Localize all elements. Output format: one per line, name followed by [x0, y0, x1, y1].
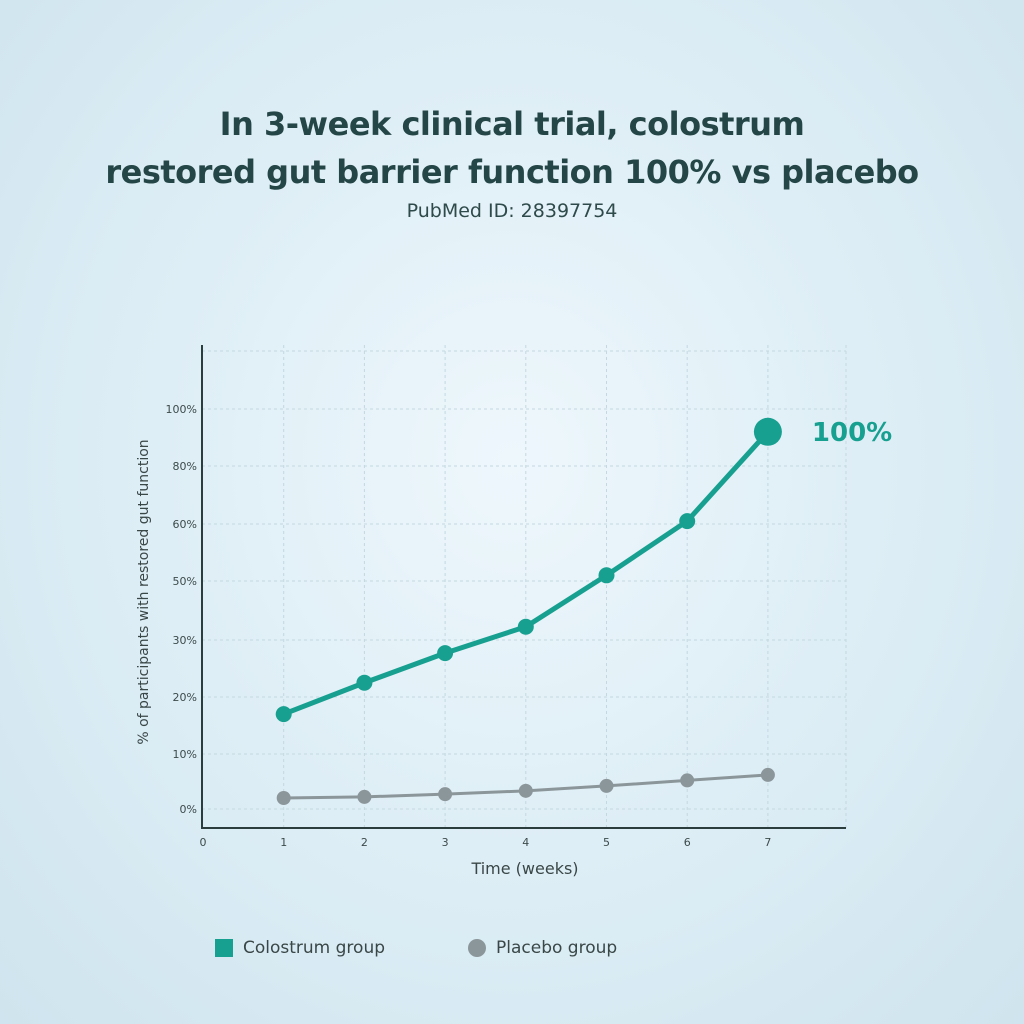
title-line-1: In 3-week clinical trial, colostrum: [219, 105, 805, 143]
x-tick-label: 1: [280, 836, 287, 849]
y-tick-label: 20%: [173, 691, 197, 704]
colostrum-point: [679, 513, 696, 530]
colostrum-point: [437, 645, 454, 662]
colostrum-point: [517, 618, 534, 635]
x-tick-label: 2: [361, 836, 368, 849]
x-tick-label: 3: [442, 836, 449, 849]
colostrum-point: [275, 706, 292, 723]
placebo-point: [518, 783, 533, 798]
placebo-point: [276, 791, 291, 805]
x-tick-label: 7: [764, 836, 771, 849]
placebo-point: [357, 789, 372, 804]
colostrum-point: [356, 674, 373, 691]
title-line-2: restored gut barrier function 100% vs pl…: [105, 153, 919, 191]
y-axis-label: % of participants with restored gut func…: [136, 439, 152, 744]
legend-placebo-label: Placebo group: [496, 938, 618, 958]
legend-colostrum-label: Colostrum group: [243, 938, 386, 958]
y-tick-label: 30%: [173, 634, 197, 647]
x-tick-label: 4: [522, 836, 529, 849]
x-tick-label: 6: [684, 836, 691, 849]
placebo-point: [680, 773, 695, 788]
chart-title: In 3-week clinical trial, colostrum rest…: [0, 100, 1024, 196]
legend-colostrum-swatch: [215, 939, 233, 957]
colostrum-end-label: 100%: [812, 418, 892, 448]
y-tick-label: 100%: [166, 403, 197, 416]
pubmed-id: PubMed ID: 28397754: [406, 200, 618, 222]
legend-placebo: Placebo group: [468, 938, 617, 958]
x-tick-label: 5: [603, 836, 610, 849]
placebo-point: [438, 787, 453, 802]
y-tick-label: 50%: [173, 575, 197, 588]
y-tick-label: 10%: [173, 748, 197, 761]
legend-placebo-swatch: [468, 939, 486, 957]
legend-colostrum: Colostrum group: [215, 938, 385, 958]
colostrum-point: [598, 567, 615, 584]
y-tick-label: 80%: [173, 460, 197, 473]
y-tick-label: 60%: [173, 518, 197, 531]
placebo-point: [760, 767, 775, 782]
colostrum-point: [753, 417, 782, 446]
x-axis-label: Time (weeks): [470, 859, 578, 878]
x-tick-label: 0: [200, 836, 207, 849]
placebo-point: [599, 778, 614, 793]
y-tick-label: 0%: [180, 803, 197, 816]
